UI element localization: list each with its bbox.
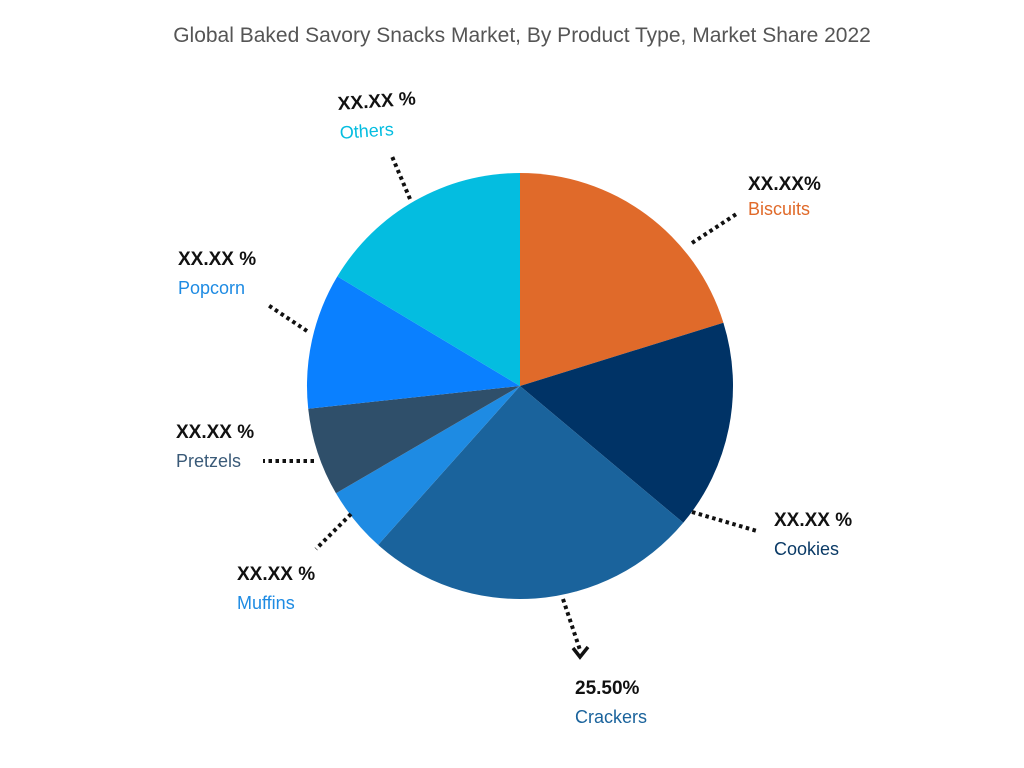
label-cookies: XX.XX % Cookies xyxy=(774,509,852,561)
pie-slices xyxy=(306,173,734,600)
label-others: XX.XX % Others xyxy=(337,88,419,145)
label-popcorn-name: Popcorn xyxy=(178,278,246,298)
leader-line-biscuits xyxy=(690,211,740,245)
leader-line-others xyxy=(389,153,412,200)
label-crackers-name: Crackers xyxy=(575,707,648,727)
label-biscuits: XX.XX% Biscuits xyxy=(748,173,821,221)
label-muffins: XX.XX % Muffins xyxy=(237,563,315,615)
leader-line-popcorn xyxy=(266,303,309,333)
pie-slice-popcorn xyxy=(306,276,520,409)
label-others-value: XX.XX % xyxy=(337,88,417,115)
chart-title: Global Baked Savory Snacks Market, By Pr… xyxy=(173,24,871,47)
label-crackers-value: 25.50% xyxy=(575,678,640,699)
arrowhead-icon xyxy=(571,645,590,660)
label-muffins-name: Muffins xyxy=(237,593,295,613)
label-biscuits-value: XX.XX% xyxy=(748,174,821,195)
leader-line-muffins xyxy=(314,512,353,551)
label-popcorn-value: XX.XX % xyxy=(178,249,257,270)
label-crackers: 25.50% Crackers xyxy=(575,677,647,729)
label-pretzels-name: Pretzels xyxy=(176,451,242,471)
leader-line-crackers xyxy=(561,598,582,651)
pie-slice-pretzels xyxy=(308,386,520,494)
label-cookies-value: XX.XX % xyxy=(774,510,853,531)
label-cookies-name: Cookies xyxy=(774,539,840,559)
label-muffins-value: XX.XX % xyxy=(237,564,316,585)
pie-slice-others xyxy=(337,173,520,386)
label-biscuits-name: Biscuits xyxy=(748,199,811,219)
pie-slice-biscuits xyxy=(520,173,724,386)
label-pretzels-value: XX.XX % xyxy=(176,422,255,443)
label-pretzels: XX.XX % Pretzels xyxy=(176,421,254,473)
pie-slice-cookies xyxy=(520,322,734,523)
label-popcorn: XX.XX % Popcorn xyxy=(178,248,256,300)
pie-slice-crackers xyxy=(378,386,684,600)
leader-lines xyxy=(263,153,758,651)
leader-line-cookies xyxy=(691,510,758,533)
pie-slice-muffins xyxy=(335,386,520,545)
